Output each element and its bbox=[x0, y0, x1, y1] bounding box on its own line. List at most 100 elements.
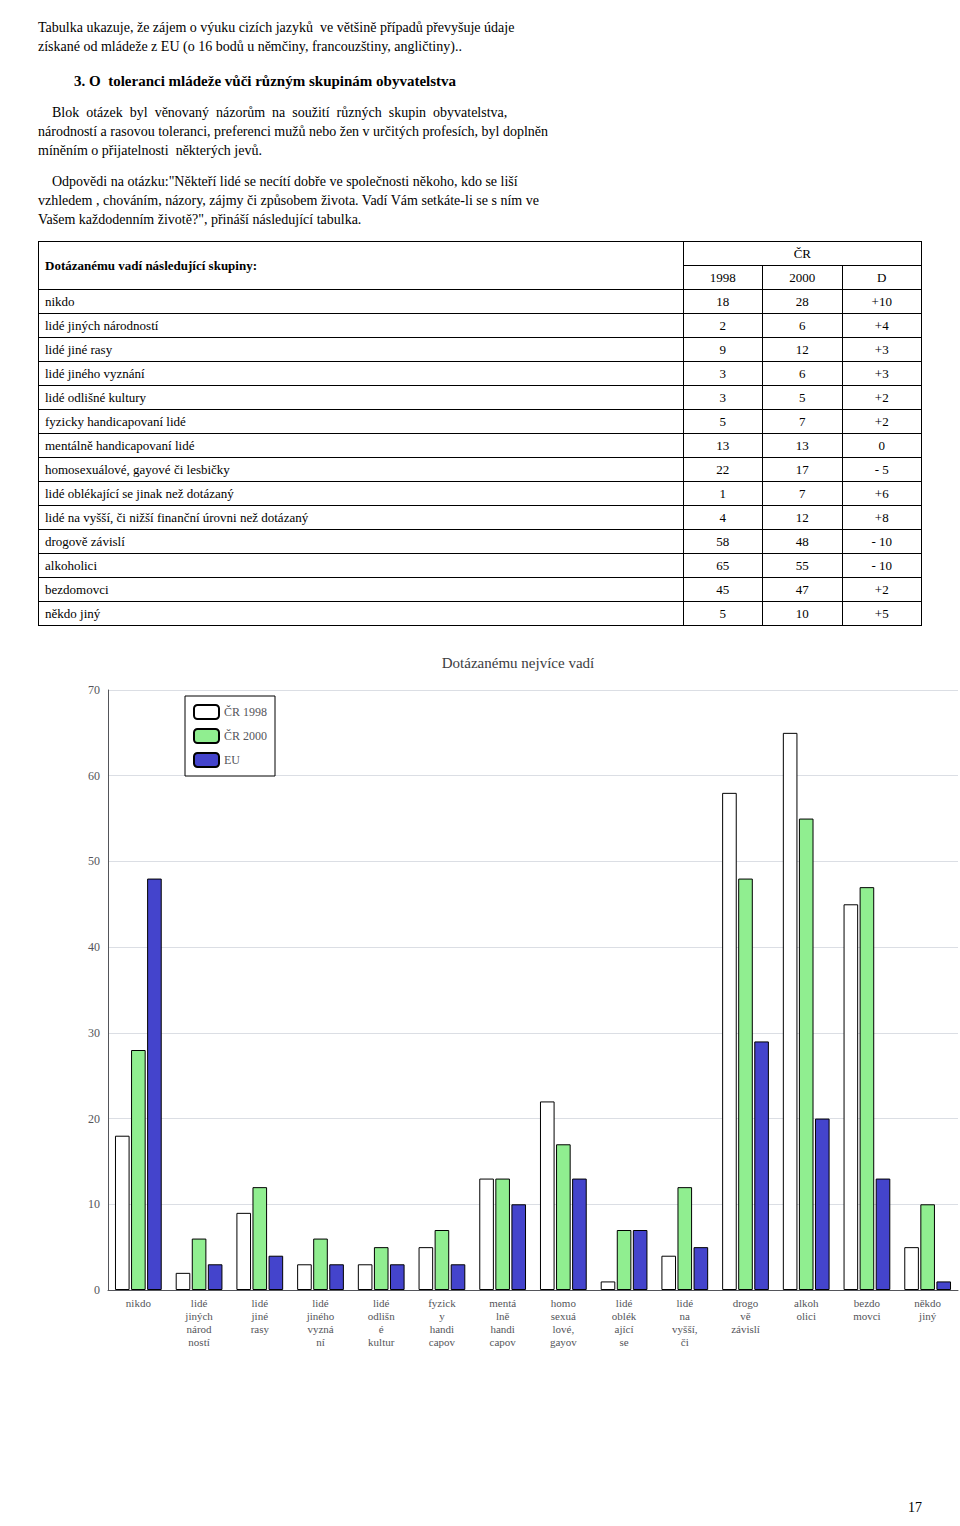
svg-text:někdo: někdo bbox=[914, 1297, 941, 1309]
svg-text:ností: ností bbox=[188, 1336, 209, 1348]
html-text:Blok otázek byl věnovaný názor: Blok otázek byl věnovaný názorům na souž… bbox=[38, 105, 548, 158]
svg-text:či: či bbox=[681, 1336, 689, 1348]
svg-text:lně: lně bbox=[496, 1310, 510, 1322]
svg-text:rasy: rasy bbox=[251, 1323, 270, 1335]
svg-text:handi: handi bbox=[490, 1323, 514, 1335]
svg-text:nikdo: nikdo bbox=[126, 1297, 152, 1309]
svg-text:jiný: jiný bbox=[918, 1310, 937, 1322]
html-text:lidé jiných národností: lidé jiných národností bbox=[45, 317, 159, 333]
html-text:+3: +3 bbox=[874, 365, 889, 381]
svg-text:50: 50 bbox=[88, 854, 100, 868]
svg-text:lidé: lidé bbox=[191, 1297, 208, 1309]
svg-text:lové,: lové, bbox=[553, 1323, 575, 1335]
html-text:17: 17 bbox=[795, 461, 809, 477]
svg-text:lidé: lidé bbox=[616, 1297, 633, 1309]
html-text:1998: 1998 bbox=[709, 269, 736, 285]
html-text:Dotázanému vadí následující sk: Dotázanému vadí následující skupiny: bbox=[45, 257, 257, 273]
svg-text:capov: capov bbox=[429, 1336, 456, 1348]
html-text:mentálně handicapovaní lidé: mentálně handicapovaní lidé bbox=[45, 437, 195, 453]
svg-text:vyšší,: vyšší, bbox=[672, 1323, 698, 1335]
svg-text:ČR 1998: ČR 1998 bbox=[224, 705, 267, 719]
html-text:+2: +2 bbox=[874, 581, 889, 597]
svg-text:é: é bbox=[379, 1323, 384, 1335]
html-text:+3: +3 bbox=[874, 341, 889, 357]
svg-text:mentá: mentá bbox=[489, 1297, 516, 1309]
html-text:12: 12 bbox=[795, 509, 809, 525]
html-text:2000: 2000 bbox=[789, 269, 816, 285]
svg-text:lidé: lidé bbox=[373, 1297, 390, 1309]
html-text:Tabulka ukazuje, že zájem o vý: Tabulka ukazuje, že zájem o výuku cizích… bbox=[38, 20, 515, 54]
svg-text:ní: ní bbox=[316, 1336, 325, 1348]
svg-text:ající: ající bbox=[615, 1323, 634, 1335]
svg-text:Dotázanému nejvíce vadí: Dotázanému nejvíce vadí bbox=[442, 655, 594, 671]
html-text:Odpovědi na otázku:"Někteří li: Odpovědi na otázku:"Někteří lidé se necí… bbox=[38, 174, 539, 227]
svg-text:sexuá: sexuá bbox=[551, 1310, 576, 1322]
html-text:drogově závislí: drogově závislí bbox=[45, 533, 125, 549]
html-text:+4: +4 bbox=[874, 317, 889, 333]
html-text:bezdomovci: bezdomovci bbox=[45, 581, 109, 597]
svg-text:bezdo: bezdo bbox=[854, 1297, 881, 1309]
html-text:+10: +10 bbox=[871, 293, 892, 309]
svg-text:jiné: jiné bbox=[251, 1310, 269, 1322]
svg-text:EU: EU bbox=[224, 753, 240, 767]
svg-text:drogo: drogo bbox=[733, 1297, 759, 1309]
html-text:3. O toleranci mládeže vůči rů: 3. O toleranci mládeže vůči různým skupi… bbox=[74, 73, 457, 89]
html-text:+2: +2 bbox=[874, 389, 889, 405]
svg-text:odlišn: odlišn bbox=[368, 1310, 395, 1322]
html-text:alkoholici: alkoholici bbox=[45, 557, 97, 573]
svg-text:olici: olici bbox=[796, 1310, 816, 1322]
svg-text:gayov: gayov bbox=[550, 1336, 577, 1348]
svg-text:0: 0 bbox=[94, 1283, 100, 1297]
html-text:13: 13 bbox=[795, 437, 809, 453]
html-text:lidé odlišné kultury: lidé odlišné kultury bbox=[45, 389, 147, 405]
svg-text:na: na bbox=[680, 1310, 691, 1322]
svg-text:30: 30 bbox=[88, 1026, 100, 1040]
svg-text:alkoh: alkoh bbox=[794, 1297, 819, 1309]
html-text:ČR: ČR bbox=[793, 245, 811, 261]
svg-text:handi: handi bbox=[430, 1323, 454, 1335]
svg-text:70: 70 bbox=[88, 683, 100, 697]
svg-text:oblék: oblék bbox=[612, 1310, 637, 1322]
svg-text:movci: movci bbox=[853, 1310, 881, 1322]
svg-text:lidé: lidé bbox=[312, 1297, 329, 1309]
svg-text:homo: homo bbox=[551, 1297, 577, 1309]
html-text:- 5: - 5 bbox=[874, 461, 889, 477]
svg-text:vě: vě bbox=[740, 1310, 751, 1322]
html-text:28: 28 bbox=[795, 293, 809, 309]
html-text:+2: +2 bbox=[874, 413, 889, 429]
svg-text:jiných: jiných bbox=[184, 1310, 213, 1322]
svg-text:capov: capov bbox=[490, 1336, 517, 1348]
svg-text:ČR 2000: ČR 2000 bbox=[224, 729, 267, 743]
svg-text:jiného: jiného bbox=[306, 1310, 335, 1322]
html-text:homosexuálové, gayové či lesbi: homosexuálové, gayové či lesbičky bbox=[45, 461, 230, 477]
html-text:lidé jiné rasy: lidé jiné rasy bbox=[45, 341, 113, 357]
svg-text:lidé: lidé bbox=[252, 1297, 269, 1309]
svg-text:10: 10 bbox=[88, 1197, 100, 1211]
svg-text:závislí: závislí bbox=[731, 1323, 760, 1335]
html-text:fyzicky handicapovaní lidé: fyzicky handicapovaní lidé bbox=[45, 413, 186, 429]
svg-text:lidé: lidé bbox=[677, 1297, 694, 1309]
html-text:někdo jiný: někdo jiný bbox=[45, 605, 101, 621]
html-text:22: 22 bbox=[716, 461, 730, 477]
svg-text:se: se bbox=[619, 1336, 628, 1348]
html-text:+8: +8 bbox=[874, 509, 889, 525]
svg-text:fyzick: fyzick bbox=[428, 1297, 456, 1309]
svg-text:vyzná: vyzná bbox=[307, 1323, 333, 1335]
html-text:18: 18 bbox=[716, 293, 730, 309]
html-text:lidé na vyšší, či nižší finanč: lidé na vyšší, či nižší finanční úrovni … bbox=[45, 509, 309, 525]
html-text:lidé oblékající se jinak než d: lidé oblékající se jinak než dotázaný bbox=[45, 485, 234, 501]
html-text:+5: +5 bbox=[874, 605, 889, 621]
html-text:lidé jiného vyznání: lidé jiného vyznání bbox=[45, 365, 145, 381]
html-text:nikdo: nikdo bbox=[45, 293, 75, 309]
svg-text:60: 60 bbox=[88, 769, 100, 783]
html-text:- 10: - 10 bbox=[871, 533, 893, 549]
svg-text:y: y bbox=[439, 1310, 445, 1322]
svg-text:národ: národ bbox=[187, 1323, 213, 1335]
svg-text:20: 20 bbox=[88, 1112, 100, 1126]
svg-text:40: 40 bbox=[88, 940, 100, 954]
svg-text:kultur: kultur bbox=[368, 1336, 395, 1348]
html-text:13: 13 bbox=[716, 437, 730, 453]
html-text:- 10: - 10 bbox=[871, 557, 893, 573]
html-text:12: 12 bbox=[795, 341, 809, 357]
html-text:+6: +6 bbox=[874, 485, 889, 501]
